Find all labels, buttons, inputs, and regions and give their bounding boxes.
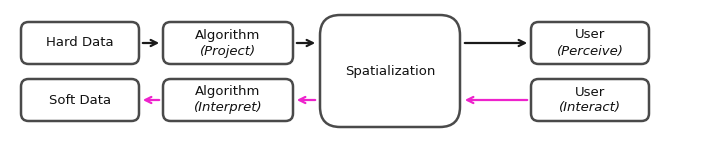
FancyBboxPatch shape [21,22,139,64]
FancyBboxPatch shape [531,79,649,121]
FancyBboxPatch shape [163,79,293,121]
FancyBboxPatch shape [163,22,293,64]
FancyBboxPatch shape [531,22,649,64]
Text: Spatialization: Spatialization [345,64,435,78]
FancyBboxPatch shape [320,15,460,127]
Text: (Interpret): (Interpret) [194,102,262,115]
Text: Algorithm: Algorithm [195,86,261,99]
Text: (Interact): (Interact) [559,102,621,115]
Text: User: User [575,86,605,99]
Text: User: User [575,28,605,41]
Text: Algorithm: Algorithm [195,28,261,41]
Text: (Project): (Project) [200,44,256,57]
Text: Hard Data: Hard Data [46,36,114,49]
Text: (Perceive): (Perceive) [557,44,624,57]
Text: Soft Data: Soft Data [49,94,111,107]
FancyBboxPatch shape [21,79,139,121]
